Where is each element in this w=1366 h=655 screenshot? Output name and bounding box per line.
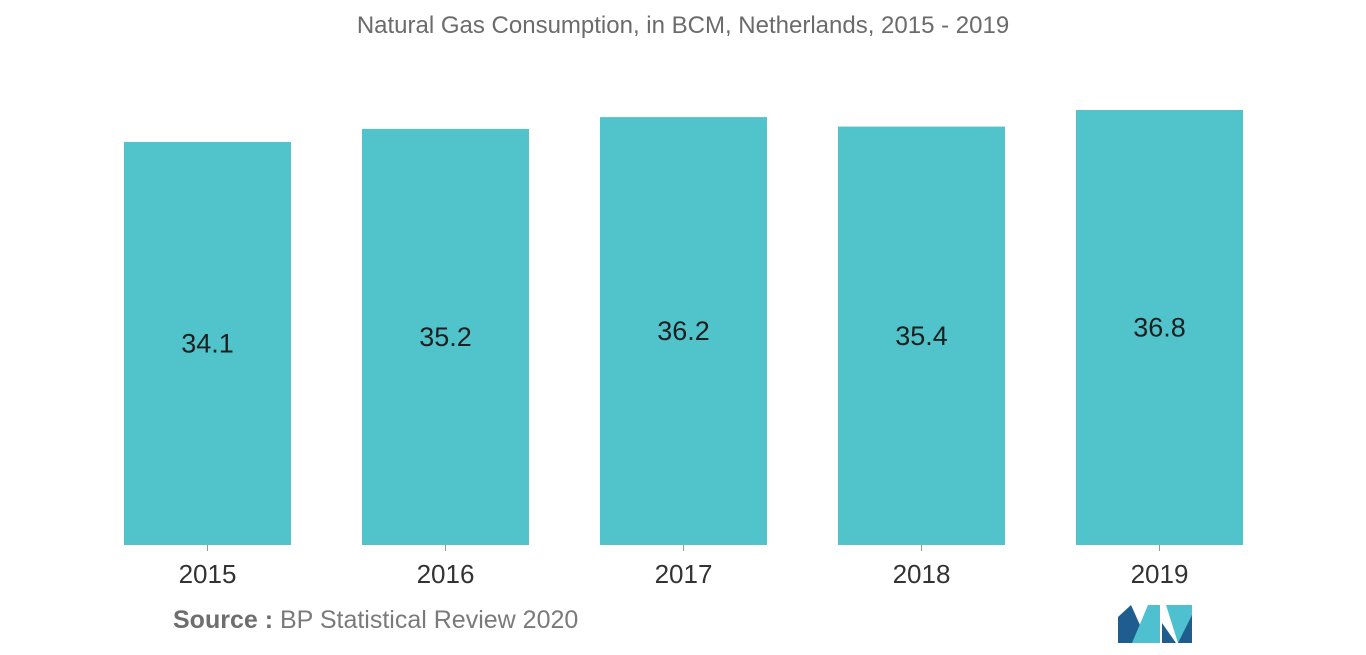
source-label: Source : [173,606,274,634]
bar-2016 [362,128,529,545]
x-tick-label-2018: 2018 [893,559,951,589]
x-ticks-layer: 2015 2016 2017 2018 2019 [179,545,1189,589]
value-labels-layer: 34.1 35.2 36.2 35.4 36.8 [181,313,1186,359]
chart-title: Natural Gas Consumption, in BCM, Netherl… [356,12,1010,39]
bar-2017 [600,117,767,545]
value-label-2017: 36.2 [657,316,710,346]
x-tick-label-2016: 2016 [417,559,475,589]
bar-chart: 34.1 35.2 36.2 35.4 36.8 2015 2016 2017 2018 201… [124,110,1243,589]
x-tick-label-2015: 2015 [179,559,237,589]
mordor-intelligence-logo-icon [1118,605,1192,643]
bar-2015 [124,141,291,546]
bar-2019 [1076,110,1243,546]
bars-layer [124,110,1243,546]
bar-2018 [838,126,1005,546]
value-label-2018: 35.4 [895,321,948,351]
source-text: BP Statistical Review 2020 [279,606,579,634]
source-note: Source : BP Statistical Review 2020 [173,606,578,635]
value-label-2019: 36.8 [1133,313,1186,343]
value-label-2016: 35.2 [419,322,472,352]
x-tick-label-2017: 2017 [655,559,713,589]
value-label-2015: 34.1 [181,328,234,358]
x-tick-label-2019: 2019 [1131,559,1189,589]
